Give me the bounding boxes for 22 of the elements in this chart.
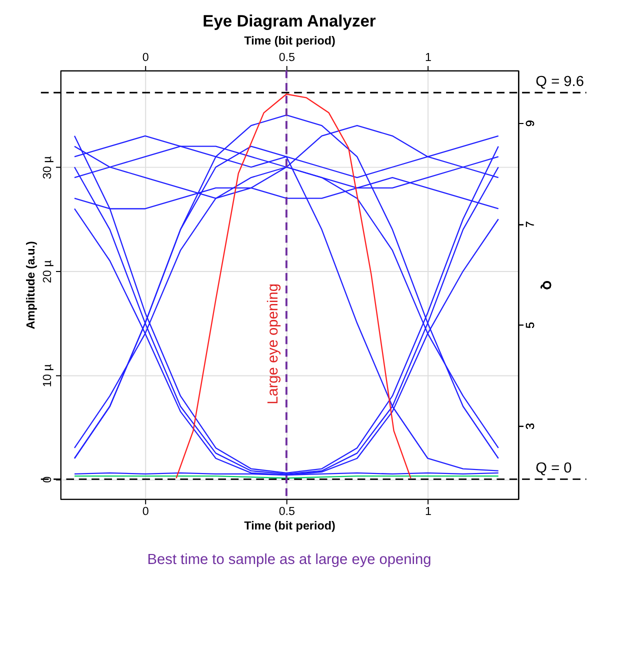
y2-tick-label: 9 xyxy=(524,120,538,127)
y2-tick-label: 7 xyxy=(524,221,538,228)
annotation: Large eye opening xyxy=(266,284,282,404)
x2-tick-label: 1 xyxy=(424,51,432,64)
y-axis-title: Amplitude (a.u.) xyxy=(24,240,38,330)
x-tick-label: 0.5 xyxy=(278,505,296,518)
y-tick-label: 10 µ xyxy=(41,364,54,388)
y2-axis-title: Q xyxy=(540,280,553,290)
x-tick-label: 1 xyxy=(424,505,432,518)
ref-line-label: Q = 0 xyxy=(536,460,572,476)
y2-tick-label: 3 xyxy=(524,422,538,430)
ref-line-label: Q = 9.6 xyxy=(536,74,584,90)
y-tick-label: 20 µ xyxy=(41,260,54,284)
chart-title: Eye Diagram Analyzer xyxy=(202,12,376,31)
x-tick-label: 0 xyxy=(142,505,150,518)
text: Best time to sample as at large eye opening xyxy=(147,552,432,568)
x2-axis-title: Time (bit period) xyxy=(244,34,336,48)
y2-tick-label: 5 xyxy=(524,322,538,329)
y-tick-label: 30 µ xyxy=(41,156,54,180)
x2-tick-label: 0 xyxy=(142,51,150,64)
x2-tick-label: 0.5 xyxy=(278,51,296,64)
x-axis-title: Time (bit period) xyxy=(244,520,336,533)
